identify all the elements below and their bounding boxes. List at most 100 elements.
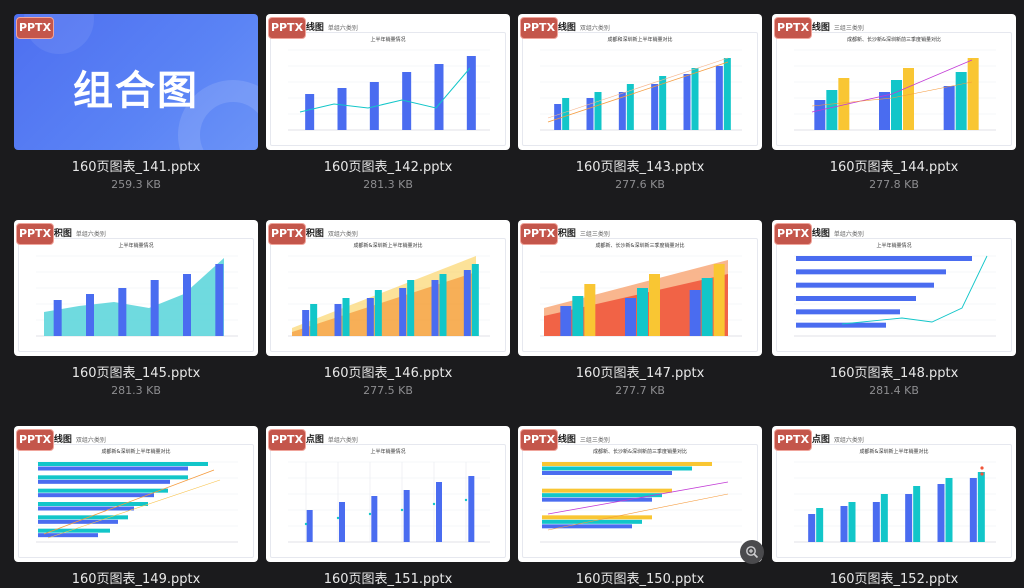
- chart-bar: [407, 280, 415, 336]
- chart-bar: [879, 92, 890, 130]
- file-name[interactable]: 160页图表_143.pptx: [575, 160, 705, 175]
- chart-line: [547, 481, 729, 515]
- file-thumbnail[interactable]: PPTX图&面积图单组六类别上半年销量情况: [14, 220, 258, 356]
- chart-bar: [562, 98, 570, 130]
- chart-frame: [18, 444, 254, 558]
- cover-title: 组合图: [73, 68, 199, 114]
- file-name[interactable]: 160页图表_149.pptx: [71, 572, 201, 587]
- chart-frame: [776, 444, 1012, 558]
- zoom-icon: [746, 546, 759, 559]
- chart-frame: [18, 238, 254, 352]
- file-thumbnail[interactable]: PPTX图&折线图单组六类别上半年销量情况: [772, 220, 1016, 356]
- file-thumbnail[interactable]: PPTX图&折线图双组六类别成都新&深圳新上半年销量对比: [14, 426, 258, 562]
- chart-frame: [522, 238, 758, 352]
- chart-bar: [374, 290, 382, 336]
- file-thumbnail[interactable]: PPTX图&折线图三组三类别成都新、长沙新&深圳新前三季度销量对比: [518, 426, 762, 562]
- chart-plot: [794, 461, 996, 543]
- slide-subheading: 双组六类别: [75, 437, 106, 444]
- file-name[interactable]: 160页图表_148.pptx: [829, 366, 959, 381]
- chart-point: [980, 466, 984, 470]
- pptx-badge: PPTX: [520, 17, 558, 39]
- chart-bar: [905, 494, 913, 542]
- chart-point: [304, 522, 308, 526]
- file-thumbnail[interactable]: PPTX 组合图: [14, 14, 258, 150]
- chart-plot: [794, 49, 996, 131]
- chart-bar: [150, 280, 159, 336]
- file-name[interactable]: 160页图表_147.pptx: [575, 366, 705, 381]
- chart-point: [400, 508, 404, 512]
- file-name[interactable]: 160页图表_151.pptx: [323, 572, 453, 587]
- chart-bar: [542, 519, 642, 524]
- chart-bar: [880, 494, 888, 542]
- chart-bar: [468, 476, 475, 542]
- chart-bar: [796, 296, 916, 301]
- chart-bar: [626, 84, 634, 130]
- chart-bar: [659, 76, 667, 130]
- file-size: 277.7 KB: [615, 384, 665, 397]
- chart-bar: [38, 462, 208, 466]
- chart-bar: [306, 510, 313, 542]
- chart-bar: [560, 306, 572, 336]
- file-size: 281.3 KB: [111, 384, 161, 397]
- chart-bar: [969, 478, 977, 542]
- file-name[interactable]: 160页图表_150.pptx: [575, 572, 705, 587]
- file-thumbnail[interactable]: PPTX图&折线图三组三类别成都新、长沙新&深圳新前三季度销量对比: [772, 14, 1016, 150]
- chart-bar: [945, 478, 953, 542]
- chart-bar: [701, 278, 713, 336]
- pptx-badge: PPTX: [16, 429, 54, 451]
- file-thumbnail[interactable]: PPTX图&折线图单组六类别上半年销量情况: [266, 14, 510, 150]
- slide-subheading: 三组三类别: [579, 231, 610, 238]
- file-thumbnail[interactable]: PPTX图&散点图单组六类别上半年销量情况: [266, 426, 510, 562]
- pptx-badge: PPTX: [774, 17, 812, 39]
- chart-bar: [572, 296, 584, 336]
- pptx-badge: PPTX: [16, 17, 54, 39]
- chart-bar: [814, 100, 826, 130]
- chart-frame: [270, 238, 506, 352]
- chart-bar: [471, 264, 479, 336]
- chart-bar: [808, 514, 816, 542]
- file-name[interactable]: 160页图表_142.pptx: [323, 160, 453, 175]
- slide-subheading: 单组六类别: [833, 231, 864, 238]
- chart-bar: [342, 298, 350, 336]
- file-name[interactable]: 160页图表_141.pptx: [71, 160, 201, 175]
- chart-bar: [715, 66, 723, 130]
- chart-bar: [439, 274, 447, 336]
- slide-subheading: 三组三类别: [833, 25, 864, 32]
- chart-bar: [53, 300, 62, 336]
- chart-bar: [38, 506, 134, 511]
- chart-bar: [542, 466, 692, 471]
- chart-frame: [776, 32, 1012, 146]
- chart-bar: [586, 98, 594, 130]
- file-size: 277.6 KB: [615, 178, 665, 191]
- file-name[interactable]: 160页图表_145.pptx: [71, 366, 201, 381]
- chart-bar: [183, 274, 191, 336]
- file-thumbnail[interactable]: PPTX图&散点图双组六类别成都新&深圳新上半年销量对比: [772, 426, 1016, 562]
- chart-bar: [713, 264, 725, 336]
- chart-plot: [36, 461, 238, 543]
- chart-plot: [794, 255, 996, 337]
- file-thumbnail[interactable]: PPTX图&折线图双组六类别成都和深圳新上半年销量对比: [518, 14, 762, 150]
- chart-bar: [466, 56, 476, 130]
- chart-bar: [542, 493, 662, 498]
- chart-line: [841, 255, 988, 325]
- chart-bar: [594, 92, 602, 130]
- chart-bar: [38, 479, 170, 484]
- chart-bar: [118, 288, 127, 336]
- chart-title: 成都和深圳新上半年销量对比: [607, 37, 673, 43]
- file-thumbnail[interactable]: PPTX图&面积图三组三类别成都新、长沙新&深圳新三季度销量对比: [518, 220, 762, 356]
- chart-bar: [796, 282, 934, 288]
- chart-bar: [38, 466, 188, 471]
- chart-bar: [339, 502, 345, 542]
- file-name[interactable]: 160页图表_146.pptx: [323, 366, 453, 381]
- file-thumbnail[interactable]: PPTX图&面积图双组六类别成都新&深圳新上半年销量对比: [266, 220, 510, 356]
- chart-frame: [522, 444, 758, 558]
- zoom-button[interactable]: [740, 540, 764, 564]
- file-name[interactable]: 160页图表_152.pptx: [829, 572, 959, 587]
- chart-line: [811, 59, 973, 113]
- chart-bar: [38, 528, 110, 533]
- pptx-badge: PPTX: [520, 429, 558, 451]
- file-name[interactable]: 160页图表_144.pptx: [829, 160, 959, 175]
- chart-bar: [625, 298, 636, 336]
- slide-subheading: 双组六类别: [833, 437, 864, 444]
- chart-bar: [305, 94, 315, 130]
